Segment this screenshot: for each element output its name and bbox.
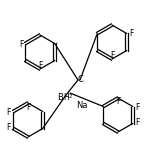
Text: F: F (38, 61, 42, 70)
Text: F: F (110, 51, 114, 60)
Text: F: F (130, 29, 134, 38)
Text: F: F (136, 103, 140, 112)
Text: F: F (6, 123, 10, 132)
Text: F: F (26, 102, 30, 112)
Text: ⁻: ⁻ (71, 93, 75, 99)
Text: C: C (77, 74, 83, 83)
Text: H: H (63, 93, 69, 102)
Text: F: F (136, 118, 140, 127)
Text: 2: 2 (68, 94, 72, 99)
Text: F: F (19, 40, 24, 49)
Text: F: F (116, 98, 120, 106)
Text: B: B (57, 92, 63, 102)
Text: Na: Na (76, 102, 88, 111)
Text: F: F (6, 108, 10, 117)
